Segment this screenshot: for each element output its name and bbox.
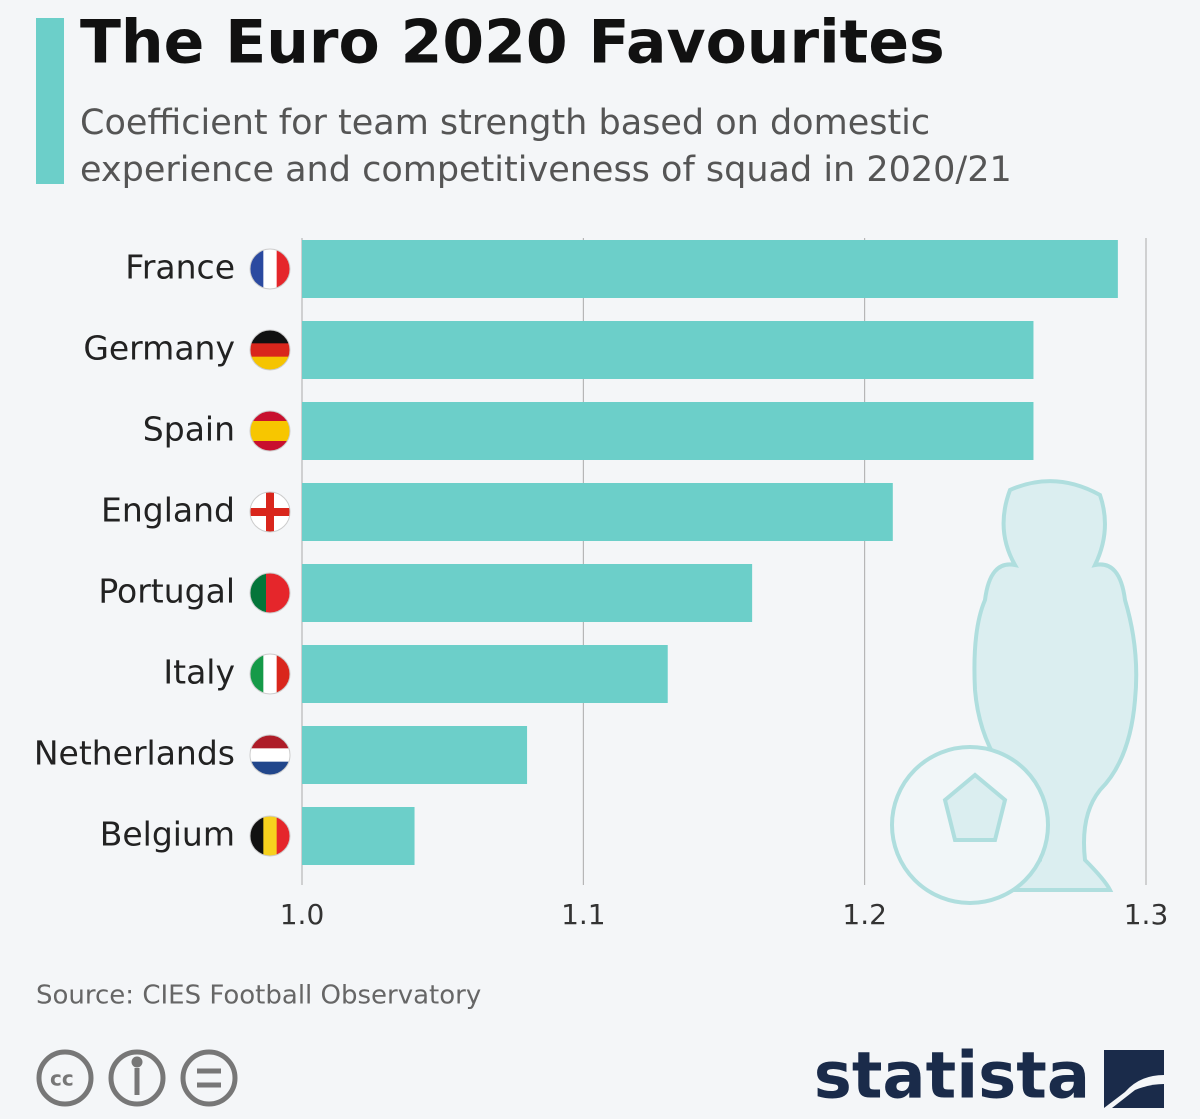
x-tick-label: 1.2	[842, 898, 887, 931]
flag-stripe	[250, 441, 290, 451]
flag-fill	[250, 573, 290, 613]
flag-fill	[250, 330, 290, 370]
flag-outline	[249, 491, 291, 533]
y-tick-label: England	[101, 491, 235, 530]
y-tick-label: Netherlands	[34, 734, 235, 773]
flag-stripe	[263, 654, 278, 694]
flag-stripe	[250, 330, 290, 344]
flag-fill	[250, 735, 290, 775]
flag-stripe	[250, 816, 264, 856]
flag-stripe	[250, 249, 264, 289]
bar	[302, 807, 415, 865]
chart-subtitle: Coefficient for team strength based on d…	[80, 103, 930, 143]
flag-outline	[249, 815, 291, 857]
flag-stripe	[276, 816, 290, 856]
flag-outline	[249, 248, 291, 290]
y-tick-label: Germany	[83, 329, 235, 368]
flag-outline	[249, 572, 291, 614]
chart-title: The Euro 2020 Favourites	[80, 8, 945, 78]
flag-outline	[249, 734, 291, 776]
flag-icon	[249, 815, 291, 857]
bar	[302, 564, 753, 622]
bar	[302, 483, 893, 541]
flag-fill	[250, 816, 290, 856]
x-tick-label: 1.1	[561, 898, 606, 931]
flag-stripe	[250, 761, 290, 775]
source: Source: CIES Football Observatory	[36, 981, 481, 1011]
flag-stripe	[274, 573, 283, 613]
brand-mark	[1104, 1050, 1164, 1108]
trophy-illustration	[890, 479, 1139, 905]
bar	[302, 402, 1034, 460]
flag-stripe	[250, 421, 290, 432]
flag-stripe	[250, 508, 290, 516]
flag-outline	[249, 410, 291, 452]
y-tick-label: Italy	[163, 653, 235, 692]
chart-subtitle: experience and competitiveness of squad …	[80, 150, 1012, 190]
bar	[302, 321, 1034, 379]
flag-stripe	[266, 573, 275, 613]
flag-stripe	[250, 411, 290, 422]
flag-stripe	[250, 356, 290, 370]
flag-stripe	[250, 654, 264, 694]
flag-stripe	[276, 654, 290, 694]
flag-stripe	[263, 816, 278, 856]
x-tick-label: 1.3	[1124, 898, 1169, 931]
flag-stripe	[263, 249, 278, 289]
flag-stripe	[258, 573, 267, 613]
flag-stripe	[282, 573, 290, 613]
flag-stripe	[250, 735, 290, 749]
license-icons	[36, 1049, 238, 1107]
flag-fill	[250, 654, 290, 694]
flag-icon	[249, 248, 291, 290]
flag-stripe	[250, 748, 290, 763]
flag-stripe	[250, 431, 290, 442]
flag-outline	[249, 653, 291, 695]
flag-icon	[249, 329, 291, 371]
bar	[302, 645, 668, 703]
flag-icon	[249, 734, 291, 776]
accent-bar	[36, 18, 64, 184]
y-tick-label: France	[125, 248, 235, 287]
y-tick-label: Spain	[143, 410, 235, 449]
bar	[302, 240, 1118, 298]
x-tick-label: 1.0	[280, 898, 325, 931]
y-tick-label: Portugal	[98, 572, 235, 611]
flag-stripe	[276, 249, 290, 289]
flag-fill	[250, 492, 290, 532]
flag-outline	[249, 329, 291, 371]
flag-stripe	[250, 343, 290, 358]
y-tick-label: Belgium	[100, 815, 235, 854]
flag-fill	[250, 249, 290, 289]
bar	[302, 726, 528, 784]
flag-stripe	[250, 573, 259, 613]
flag-fill	[250, 411, 290, 451]
cc-icon-text: cc	[50, 1067, 74, 1091]
flag-icon	[249, 572, 291, 614]
flag-icon	[249, 491, 291, 533]
brand-logo: statista	[814, 1040, 1090, 1114]
flag-icon	[249, 410, 291, 452]
flag-icon	[249, 653, 291, 695]
